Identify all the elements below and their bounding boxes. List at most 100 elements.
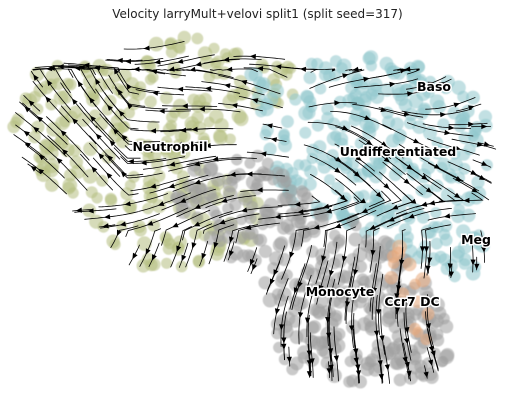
velocity-streamline <box>324 241 338 296</box>
velocity-arrowhead <box>407 91 414 97</box>
velocity-streamline <box>218 103 263 112</box>
velocity-streamline <box>451 138 497 150</box>
cell-point <box>394 203 407 215</box>
velocity-streamline <box>105 58 164 62</box>
velocity-streamline <box>425 311 439 372</box>
velocity-streamline <box>130 175 191 192</box>
velocity-streamline <box>60 82 98 128</box>
velocity-arrowhead <box>443 213 451 219</box>
velocity-arrowhead <box>126 83 132 90</box>
velocity-arrowhead <box>116 229 122 237</box>
cell-point <box>96 174 108 187</box>
velocity-arrowhead <box>229 171 236 177</box>
cell-point <box>382 115 396 129</box>
velocity-streamline <box>277 195 321 206</box>
cell-point <box>317 160 332 174</box>
velocity-arrowhead <box>150 128 156 134</box>
velocity-arrowhead <box>340 194 347 201</box>
cell-point <box>430 207 442 219</box>
velocity-arrowhead <box>146 147 153 153</box>
velocity-streamline <box>21 156 67 195</box>
cell-point <box>165 119 177 131</box>
cell-point <box>184 116 200 132</box>
cell-point <box>83 141 98 156</box>
velocity-streamline <box>375 295 381 360</box>
velocity-arrowhead <box>468 121 475 127</box>
cell-point <box>417 102 432 117</box>
cell-point <box>31 120 45 134</box>
cell-point <box>231 153 243 166</box>
velocity-streamline <box>162 105 218 107</box>
velocity-streamline <box>149 174 209 194</box>
velocity-streamline <box>240 189 289 192</box>
velocity-streamline <box>106 59 143 61</box>
velocity-arrowhead <box>191 242 197 249</box>
cell-point <box>245 175 261 190</box>
velocity-streamline <box>238 96 283 109</box>
cell-point <box>365 353 380 367</box>
velocity-streamline <box>203 58 262 64</box>
velocity-streamline <box>246 151 289 158</box>
velocity-streamline <box>226 173 285 177</box>
velocity-streamline <box>233 55 286 60</box>
velocity-streamline <box>175 108 241 113</box>
velocity-streamline <box>168 128 234 132</box>
velocity-arrowhead <box>257 66 264 72</box>
velocity-streamline <box>298 274 312 345</box>
velocity-arrowhead <box>177 58 184 64</box>
cell-point <box>326 131 342 146</box>
velocity-arrowhead <box>201 252 207 260</box>
cell-point <box>260 97 273 111</box>
cell-point <box>262 292 278 308</box>
velocity-streamline <box>300 189 349 212</box>
velocity-arrowhead <box>87 208 94 214</box>
velocity-arrowhead <box>425 265 431 272</box>
velocity-streamline <box>209 68 258 72</box>
cell-point <box>147 258 161 271</box>
cell-point <box>392 132 406 146</box>
velocity-arrowhead <box>249 53 256 60</box>
cell-point <box>234 75 248 89</box>
velocity-arrowhead <box>352 66 359 72</box>
velocity-streamline <box>328 348 333 381</box>
cell-point <box>353 375 367 389</box>
velocity-arrowhead <box>430 350 436 357</box>
cell-point <box>144 74 157 86</box>
velocity-streamline <box>95 88 139 130</box>
velocity-streamline <box>77 80 115 127</box>
cell-point <box>289 295 301 307</box>
cell-point <box>7 120 21 134</box>
velocity-streamline <box>420 227 432 269</box>
velocity-streamline <box>480 230 485 263</box>
velocity-arrowhead <box>335 156 342 163</box>
velocity-arrowhead <box>107 154 114 161</box>
velocity-arrowhead <box>260 151 267 157</box>
velocity-arrowhead <box>109 140 116 147</box>
velocity-arrowhead <box>481 246 487 253</box>
velocity-streamline <box>307 121 369 142</box>
velocity-streamline <box>201 81 265 96</box>
velocity-arrowhead <box>151 254 157 261</box>
velocity-streamline <box>148 242 160 267</box>
cell-point <box>261 157 274 170</box>
velocity-streamline <box>423 224 451 279</box>
velocity-arrowhead <box>306 371 312 378</box>
cluster-label-neutrophil: Neutrophil <box>133 139 208 154</box>
velocity-arrowhead <box>318 285 324 292</box>
cell-point <box>466 90 480 105</box>
cell-point <box>306 152 318 165</box>
cell-point <box>330 181 345 196</box>
velocity-arrowhead <box>306 350 312 357</box>
cell-point <box>313 140 327 154</box>
velocity-streamline <box>98 193 168 208</box>
velocity-streamline <box>450 192 484 202</box>
velocity-streamline <box>447 161 492 183</box>
velocity-arrowhead <box>33 126 40 133</box>
velocity-streamline <box>110 225 139 248</box>
velocity-arrowhead <box>369 288 375 296</box>
cell-point <box>438 253 452 266</box>
cell-point <box>127 85 141 99</box>
velocity-streamline <box>113 147 167 162</box>
cell-point <box>147 120 160 133</box>
cell-point <box>278 138 292 153</box>
